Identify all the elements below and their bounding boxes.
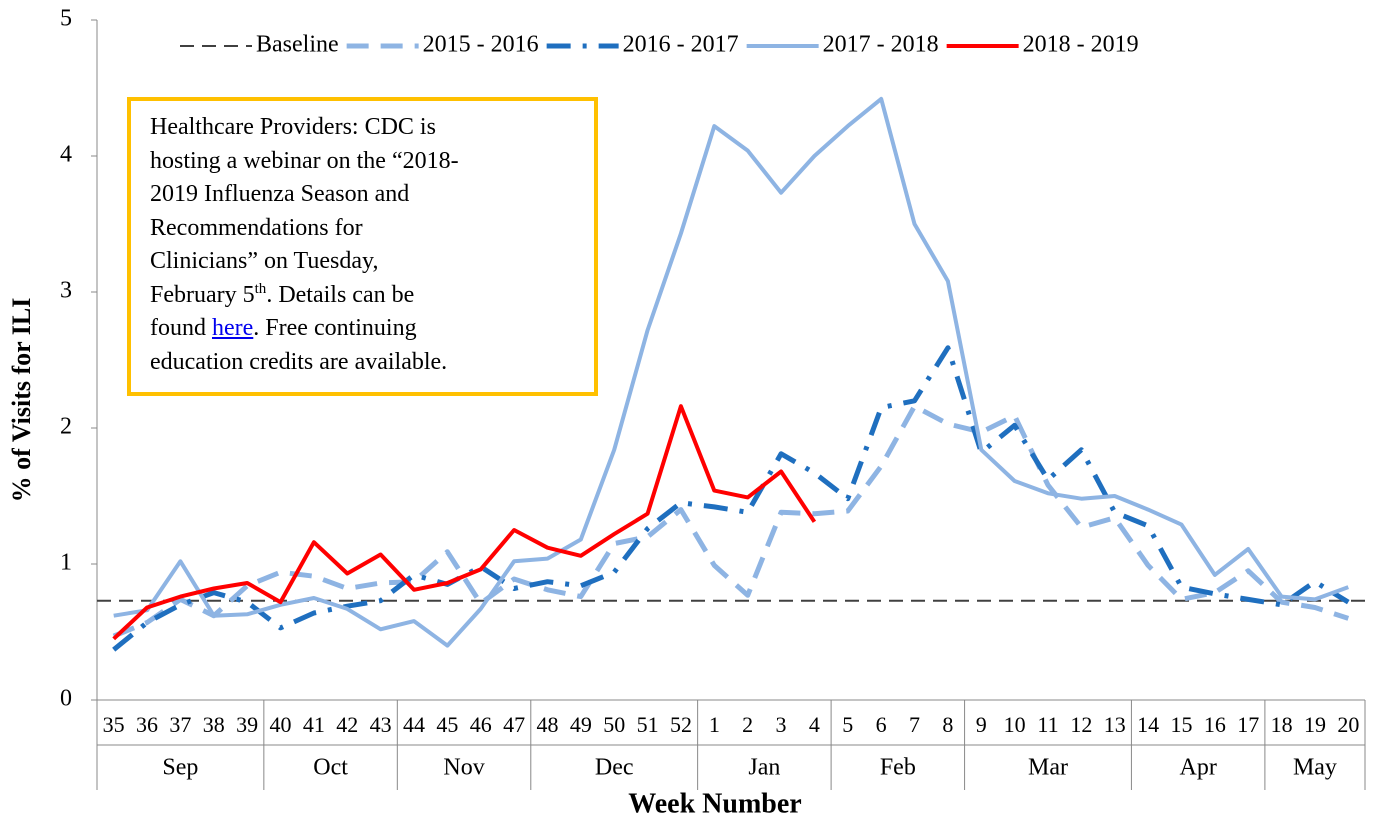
x-tick-label: 5: [842, 712, 853, 737]
y-axis-label: % of Visits for ILI: [7, 298, 36, 503]
x-tick-label: 46: [470, 712, 492, 737]
annotation-text: February 5: [150, 281, 255, 308]
x-tick-label: 35: [103, 712, 125, 737]
x-tick-label: 38: [203, 712, 225, 737]
x-tick-label: 1: [709, 712, 720, 737]
y-tick-label: 3: [60, 278, 72, 304]
annotation-superscript: th: [254, 280, 267, 297]
x-tick-label: 43: [370, 712, 392, 737]
annotation-text: 2019 Influenza Season and: [150, 181, 410, 207]
x-tick-label: 4: [809, 712, 820, 737]
x-tick-label: 15: [1170, 712, 1192, 737]
month-label: Oct: [313, 755, 348, 781]
x-tick-label: 2: [742, 712, 753, 737]
x-tick-label: 36: [136, 712, 158, 737]
x-tick-label: 14: [1137, 712, 1159, 737]
annotation-line: hosting a webinar on the “2018-: [150, 145, 584, 179]
annotation-text: Recommendations for: [150, 214, 363, 241]
x-tick-label: 42: [336, 712, 358, 737]
x-tick-label: 50: [603, 712, 625, 737]
month-label: May: [1293, 755, 1337, 781]
x-tick-label: 20: [1337, 712, 1359, 737]
x-tick-label: 18: [1271, 712, 1293, 737]
legend-label: Baseline: [256, 32, 339, 58]
x-tick-label: 11: [1037, 712, 1058, 737]
legend-label: 2017 - 2018: [823, 32, 939, 58]
x-tick-label: 45: [436, 712, 458, 737]
x-tick-label: 51: [637, 712, 659, 737]
annotation-text: education credits are available.: [150, 348, 448, 375]
x-tick-label: 41: [303, 712, 325, 737]
month-label: Feb: [880, 755, 916, 781]
series-line: [112, 403, 1350, 639]
annotation-text: Clinicians” on Tuesday,: [150, 248, 379, 274]
annotation-text: hosting a webinar on the “2018-: [150, 147, 459, 174]
x-tick-label: 37: [169, 712, 191, 737]
month-label: Dec: [595, 755, 634, 781]
y-tick-label: 5: [60, 6, 72, 32]
series-line: [112, 345, 1350, 652]
annotation-text: found: [150, 315, 212, 341]
legend-label: 2016 - 2017: [623, 32, 739, 58]
x-tick-label: 40: [270, 712, 292, 737]
x-tick-label: 12: [1070, 712, 1092, 737]
legend-label: 2015 - 2016: [423, 32, 539, 58]
annotation-link[interactable]: here: [212, 315, 254, 341]
annotation-text: . Details can be: [266, 281, 415, 308]
month-label: Apr: [1179, 755, 1216, 781]
annotation-line: February 5th. Details can be: [150, 279, 584, 313]
x-tick-label: 10: [1004, 712, 1026, 737]
y-tick-label: 0: [60, 686, 72, 712]
x-tick-label: 17: [1237, 712, 1259, 737]
annotation-line: Recommendations for: [150, 212, 584, 246]
month-label: Sep: [162, 755, 198, 781]
x-tick-label: 47: [503, 712, 525, 737]
month-label: Mar: [1028, 755, 1068, 781]
series-line: [112, 404, 817, 641]
x-tick-label: 39: [236, 712, 258, 737]
x-tick-label: 13: [1104, 712, 1126, 737]
y-tick-label: 4: [60, 142, 72, 168]
x-tick-label: 44: [403, 712, 425, 737]
annotation-line: found here. Free continuing: [150, 312, 584, 346]
annotation-line: Clinicians” on Tuesday,: [150, 245, 584, 279]
annotation-line: 2019 Influenza Season and: [150, 178, 584, 212]
annotation-box: Healthcare Providers: CDC is hosting a we…: [127, 97, 598, 396]
month-label: Nov: [443, 755, 484, 781]
series-line: [113, 96, 1349, 648]
x-tick-label: 49: [570, 712, 592, 737]
annotation-text: . Free continuing: [253, 315, 417, 341]
annotation-line: Healthcare Providers: CDC is: [150, 111, 584, 145]
x-tick-label: 52: [670, 712, 692, 737]
x-tick-label: 9: [976, 712, 987, 737]
month-label: Jan: [748, 755, 780, 781]
x-tick-label: 48: [536, 712, 558, 737]
annotation-line: education credits are available.: [150, 346, 584, 380]
y-tick-label: 1: [60, 550, 72, 576]
annotation-text: Healthcare Providers: CDC is: [150, 114, 436, 140]
y-tick-label: 2: [60, 414, 72, 440]
x-axis-label: Week Number: [628, 788, 801, 819]
x-tick-label: 19: [1304, 712, 1326, 737]
x-tick-label: 6: [876, 712, 887, 737]
x-tick-label: 7: [909, 712, 920, 737]
x-tick-label: 8: [942, 712, 953, 737]
legend-label: 2018 - 2019: [1023, 32, 1139, 58]
x-tick-label: 3: [776, 712, 787, 737]
x-tick-label: 16: [1204, 712, 1226, 737]
